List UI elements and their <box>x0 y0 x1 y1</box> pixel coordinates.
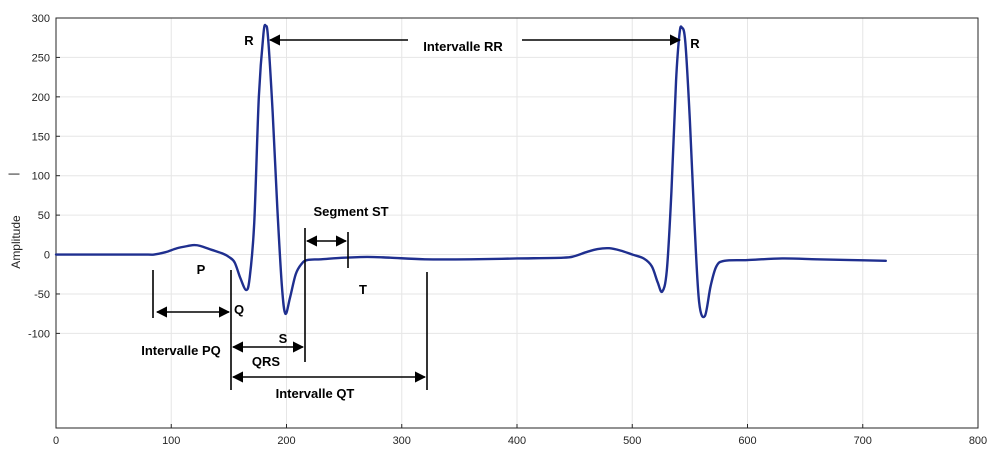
grid <box>55 17 979 428</box>
axis-ticks: 0 100 200 300 400 500 600 700 800 -100 -50 0 50 100 15… <box>28 13 987 447</box>
qrs-complex-label: QRS <box>252 354 281 369</box>
r-peak-label-1: R <box>244 33 254 48</box>
st-segment-label: Segment ST <box>313 204 388 219</box>
ecg-signal-line <box>54 23 887 319</box>
qt-interval-label: Intervalle QT <box>276 386 355 401</box>
y-axis-label: Amplitude <box>9 215 23 269</box>
x-tick-label: 800 <box>969 435 987 447</box>
y-tick-label: -50 <box>34 289 50 301</box>
x-tick-label: 600 <box>738 435 756 447</box>
t-wave-label: T <box>359 282 367 297</box>
annotations <box>152 34 682 390</box>
x-tick-label: 0 <box>53 435 59 447</box>
y-tick-label: 300 <box>32 13 50 25</box>
y-axis-label-mark: | <box>6 172 20 175</box>
x-tick-label: 700 <box>854 435 872 447</box>
x-tick-label: 400 <box>508 435 526 447</box>
p-wave-label: P <box>197 262 206 277</box>
x-tick-label: 200 <box>277 435 295 447</box>
rr-interval-label: Intervalle RR <box>423 39 503 54</box>
y-tick-label: 200 <box>32 92 50 104</box>
q-wave-label: Q <box>234 302 244 317</box>
y-tick-label: 50 <box>38 210 50 222</box>
x-tick-label: 300 <box>393 435 411 447</box>
x-tick-label: 100 <box>162 435 180 447</box>
y-tick-label: 150 <box>32 131 50 143</box>
s-wave-label: S <box>279 331 288 346</box>
plot-frame <box>55 17 979 429</box>
pq-interval-label: Intervalle PQ <box>141 343 220 358</box>
r-peak-label-2: R <box>690 36 700 51</box>
y-tick-label: -100 <box>28 328 50 340</box>
y-tick-label: 250 <box>32 52 50 64</box>
x-tick-label: 500 <box>623 435 641 447</box>
y-tick-label: 100 <box>32 171 50 183</box>
y-tick-label: 0 <box>44 250 50 262</box>
